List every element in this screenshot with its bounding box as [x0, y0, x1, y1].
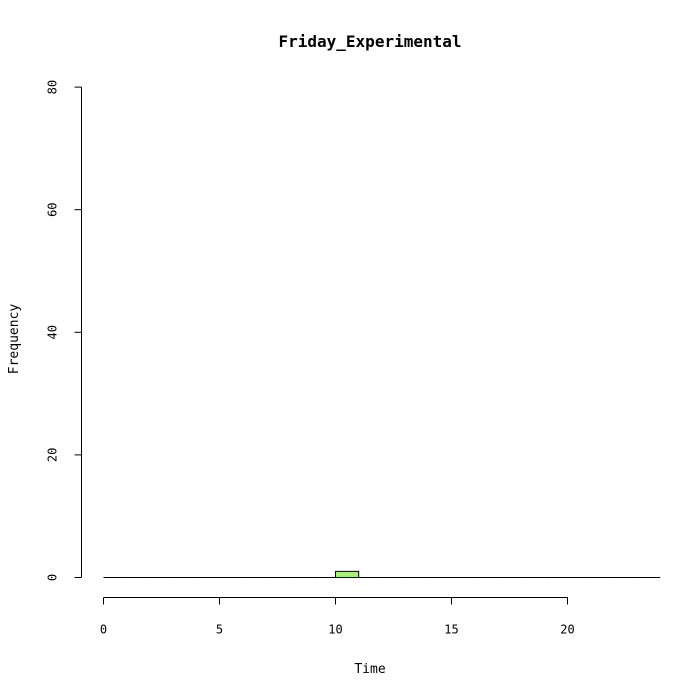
y-tick-label: 20 [46, 448, 60, 462]
y-tick-label: 0 [46, 574, 60, 581]
x-axis: 0 5 10 15 20 [100, 597, 575, 637]
x-tick-label: 10 [328, 623, 342, 637]
x-tick-label: 5 [216, 623, 223, 637]
y-tick-label: 60 [46, 202, 60, 216]
y-tick-label: 40 [46, 325, 60, 339]
y-axis-label: Frequency [7, 304, 22, 375]
y-tick-label: 80 [46, 80, 60, 94]
histogram-bars [103, 570, 661, 578]
x-tick-label: 20 [560, 623, 574, 637]
x-tick-label: 0 [100, 623, 107, 637]
x-tick-label: 15 [444, 623, 458, 637]
x-axis-label: Time [354, 662, 385, 677]
histogram-bar [335, 570, 360, 578]
y-axis: 0 20 40 60 80 [46, 80, 82, 581]
chart-title: Friday_Experimental [278, 32, 461, 51]
